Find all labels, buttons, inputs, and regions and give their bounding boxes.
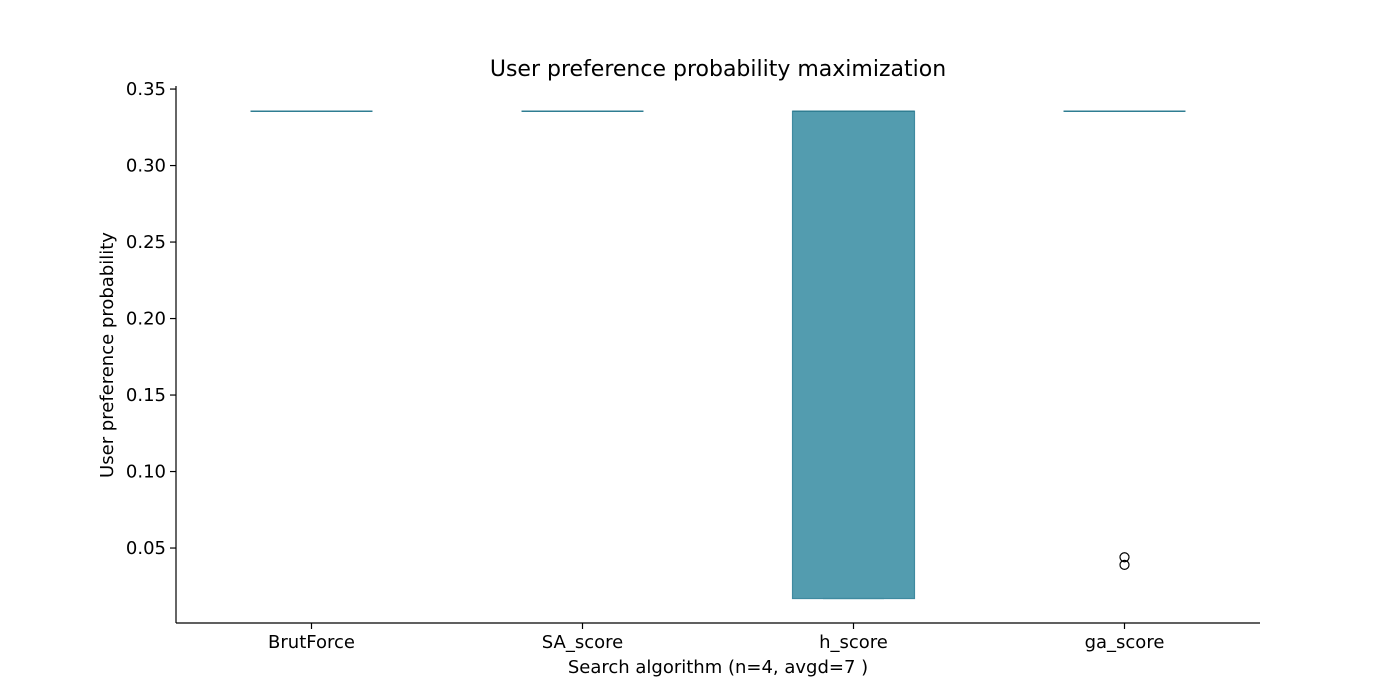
y-axis-label: User preference probability	[97, 232, 118, 478]
y-tick-label: 0.10	[126, 462, 166, 483]
y-axis-ticks: 0.05 0.10 0.15 0.20 0.25 0.30 0.35	[126, 79, 176, 559]
flier-point	[1119, 559, 1130, 570]
chart-title: User preference probability maximization	[490, 57, 946, 82]
y-tick-label: 0.30	[126, 156, 166, 177]
x-axis-label: Search algorithm (n=4, avgd=7 )	[568, 657, 868, 678]
y-tick-label: 0.15	[126, 385, 166, 406]
x-tick-label-BrutForce: BrutForce	[268, 632, 355, 653]
x-tick-label-SA_score: SA_score	[542, 632, 623, 653]
box-h_score	[791, 110, 916, 600]
x-tick-label-h_score: h_score	[819, 632, 888, 653]
y-tick-label: 0.35	[126, 79, 166, 100]
y-tick-label: 0.20	[126, 309, 166, 330]
flier-point	[1119, 552, 1130, 563]
x-tick-label-ga_score: ga_score	[1085, 632, 1165, 653]
fliers-layer	[1119, 552, 1130, 570]
x-axis-ticks: BrutForce SA_score h_score ga_score	[268, 623, 1164, 653]
y-tick-label: 0.25	[126, 232, 166, 253]
boxes-layer	[250, 110, 1186, 600]
y-tick-label: 0.05	[126, 538, 166, 559]
